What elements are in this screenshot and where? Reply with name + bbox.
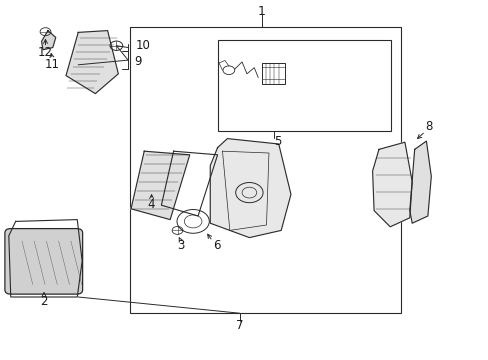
Text: 11: 11 (45, 58, 60, 71)
Text: 7: 7 (235, 319, 243, 332)
Polygon shape (131, 151, 189, 220)
Text: 5: 5 (273, 135, 281, 148)
Polygon shape (41, 31, 56, 50)
Polygon shape (372, 142, 411, 227)
Bar (129, 27, 400, 313)
Text: 9: 9 (134, 55, 142, 68)
Polygon shape (66, 31, 118, 94)
Polygon shape (210, 139, 290, 238)
Bar (217, 40, 390, 131)
Text: 10: 10 (136, 39, 150, 51)
Text: 12: 12 (38, 46, 53, 59)
Text: 2: 2 (40, 295, 48, 308)
Text: 1: 1 (257, 5, 265, 18)
Text: 6: 6 (212, 239, 220, 252)
Text: 3: 3 (177, 239, 184, 252)
Polygon shape (409, 141, 430, 223)
Text: 8: 8 (425, 120, 432, 133)
Text: 4: 4 (147, 198, 155, 211)
Bar (261, 63, 285, 84)
FancyBboxPatch shape (5, 229, 82, 294)
